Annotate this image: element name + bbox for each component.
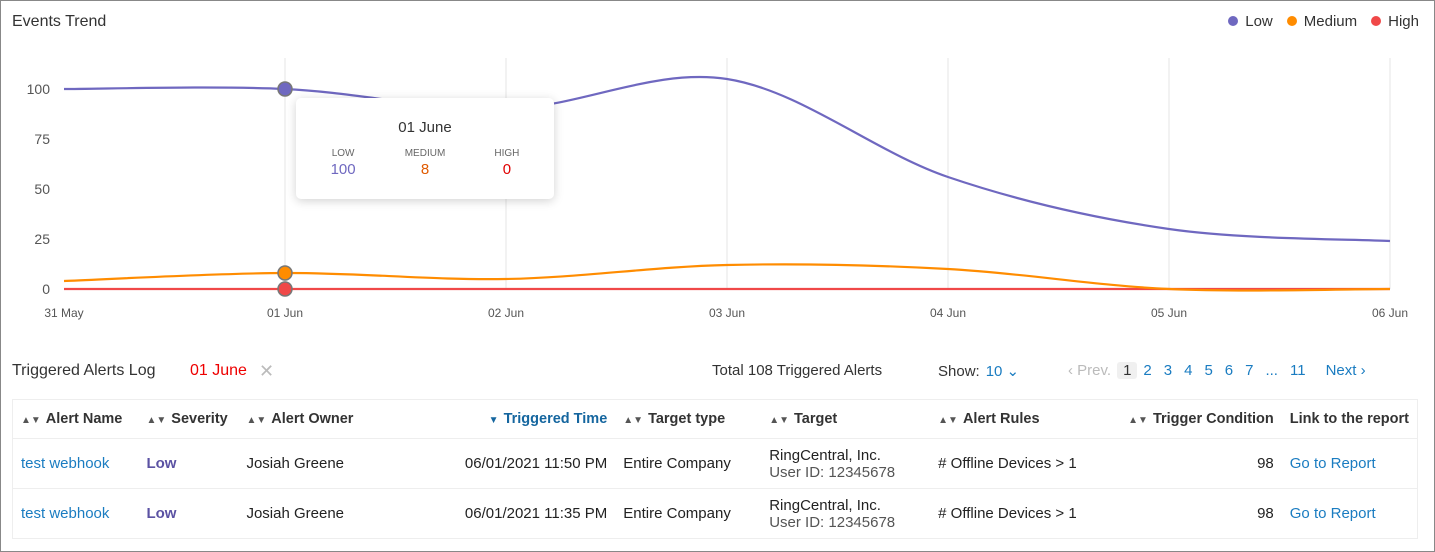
next-button[interactable]: Next ›	[1325, 362, 1366, 379]
chart-tooltip: 01 June LOW 100 MEDIUM 8 HIGH 0	[296, 98, 554, 199]
legend-medium[interactable]: Medium	[1286, 13, 1357, 30]
date-filter-chip: 01 June	[190, 362, 247, 379]
page-size-value[interactable]: 10 ⌄	[985, 363, 1020, 380]
col-triggered-time[interactable]: ▼ Triggered Time	[398, 399, 616, 439]
tooltip-label: HIGH	[494, 148, 520, 159]
page-11[interactable]: 11	[1289, 362, 1306, 379]
go-to-report-link[interactable]: Go to Report	[1289, 455, 1376, 472]
tooltip-value: 0	[502, 161, 512, 178]
target: RingCentral, Inc. User ID: 12345678	[761, 438, 931, 489]
page-4[interactable]: 4	[1184, 362, 1193, 379]
legend: Low Medium High	[1228, 13, 1419, 30]
page-size-select[interactable]: Show: 10 ⌄	[938, 362, 1019, 380]
tooltip-label: LOW	[331, 148, 355, 159]
alert-name-link[interactable]: test webhook	[21, 455, 110, 472]
tooltip-value: 100	[330, 161, 356, 178]
col-alert-owner[interactable]: ▲▼ Alert Owner	[238, 399, 399, 439]
target: RingCentral, Inc. User ID: 12345678	[761, 488, 931, 539]
x-tick-label: 01 Jun	[267, 306, 303, 320]
legend-low[interactable]: Low	[1228, 13, 1273, 30]
page-5[interactable]: 5	[1204, 362, 1213, 379]
log-toolbar: Triggered Alerts Log 01 June ✕ Total 108…	[12, 361, 1419, 384]
target-type: Entire Company	[615, 438, 762, 489]
hover-point-medium	[277, 265, 293, 281]
total-count: Total 108 Triggered Alerts	[712, 362, 883, 379]
page-1[interactable]: 1	[1117, 362, 1138, 379]
page-3[interactable]: 3	[1163, 362, 1173, 379]
alert-owner: Josiah Greene	[238, 488, 399, 539]
y-tick-label: 50	[34, 181, 50, 197]
page-2[interactable]: 2	[1143, 362, 1152, 379]
hover-point-high	[277, 281, 293, 297]
page-6[interactable]: 6	[1224, 362, 1234, 379]
col-alert-rules[interactable]: ▲▼ Alert Rules	[930, 399, 1121, 439]
severity: Low	[138, 438, 239, 489]
page-7[interactable]: 7	[1245, 362, 1254, 379]
target-type: Entire Company	[615, 488, 762, 539]
x-tick-label: 02 Jun	[488, 306, 524, 320]
x-tick-label: 03 Jun	[709, 306, 745, 320]
hover-point-low	[277, 81, 293, 97]
trigger-condition: 98	[1120, 488, 1282, 539]
x-tick-label: 06 Jun	[1372, 306, 1408, 320]
table-row: test webhook Low Josiah Greene 06/01/202…	[12, 488, 1418, 539]
tooltip-label: MEDIUM	[404, 148, 446, 159]
show-label: Show:	[938, 363, 980, 380]
prev-button[interactable]: ‹ Prev.	[1068, 362, 1112, 379]
col-target[interactable]: ▲▼ Target	[761, 399, 931, 439]
y-tick-label: 75	[34, 131, 50, 147]
go-to-report-link[interactable]: Go to Report	[1289, 505, 1376, 522]
triggered-time: 06/01/2021 11:50 PM	[398, 438, 616, 489]
alert-name-link[interactable]: test webhook	[21, 505, 110, 522]
chart-title: Events Trend	[12, 13, 107, 30]
y-tick-label: 100	[27, 81, 51, 97]
col-severity[interactable]: ▲▼ Severity	[138, 399, 239, 439]
col-alert-name[interactable]: ▲▼ Alert Name	[12, 399, 139, 439]
col-target-type[interactable]: ▲▼ Target type	[615, 399, 762, 439]
pagination: ‹ Prev. 1 2 3 4 5 6 7 ... 11 Next ›	[1062, 362, 1372, 379]
tooltip-value: 8	[420, 161, 430, 178]
tooltip-date: 01 June	[398, 119, 452, 136]
y-tick-label: 0	[42, 281, 50, 297]
page-ellipsis: ...	[1265, 362, 1278, 379]
alert-owner: Josiah Greene	[238, 438, 399, 489]
col-link: Link to the report	[1281, 399, 1418, 439]
alerts-table: ▲▼ Alert Name ▲▼ Severity ▲▼ Alert Owner ▼ T…	[12, 399, 1418, 539]
log-title: Triggered Alerts Log	[12, 362, 156, 379]
y-tick-label: 25	[34, 231, 50, 247]
table-row: test webhook Low Josiah Greene 06/01/202…	[12, 438, 1418, 489]
x-tick-label: 05 Jun	[1151, 306, 1187, 320]
triggered-time: 06/01/2021 11:35 PM	[398, 488, 616, 539]
events-trend-chart: 31 May 01 Jun 02 Jun 03 Jun 04 Jun 05 Jun 06 J…	[27, 58, 1408, 320]
x-tick-label: 04 Jun	[930, 306, 966, 320]
x-tick-label: 31 May	[44, 306, 83, 320]
trigger-condition: 98	[1120, 438, 1282, 489]
col-trigger-condition[interactable]: ▲▼ Trigger Condition	[1120, 399, 1282, 439]
severity: Low	[138, 488, 239, 539]
legend-high[interactable]: High	[1371, 13, 1419, 30]
clear-filter-icon[interactable]: ✕	[259, 361, 275, 381]
alert-rule: # Offline Devices > 1	[930, 438, 1121, 489]
alert-rule: # Offline Devices > 1	[930, 488, 1121, 539]
